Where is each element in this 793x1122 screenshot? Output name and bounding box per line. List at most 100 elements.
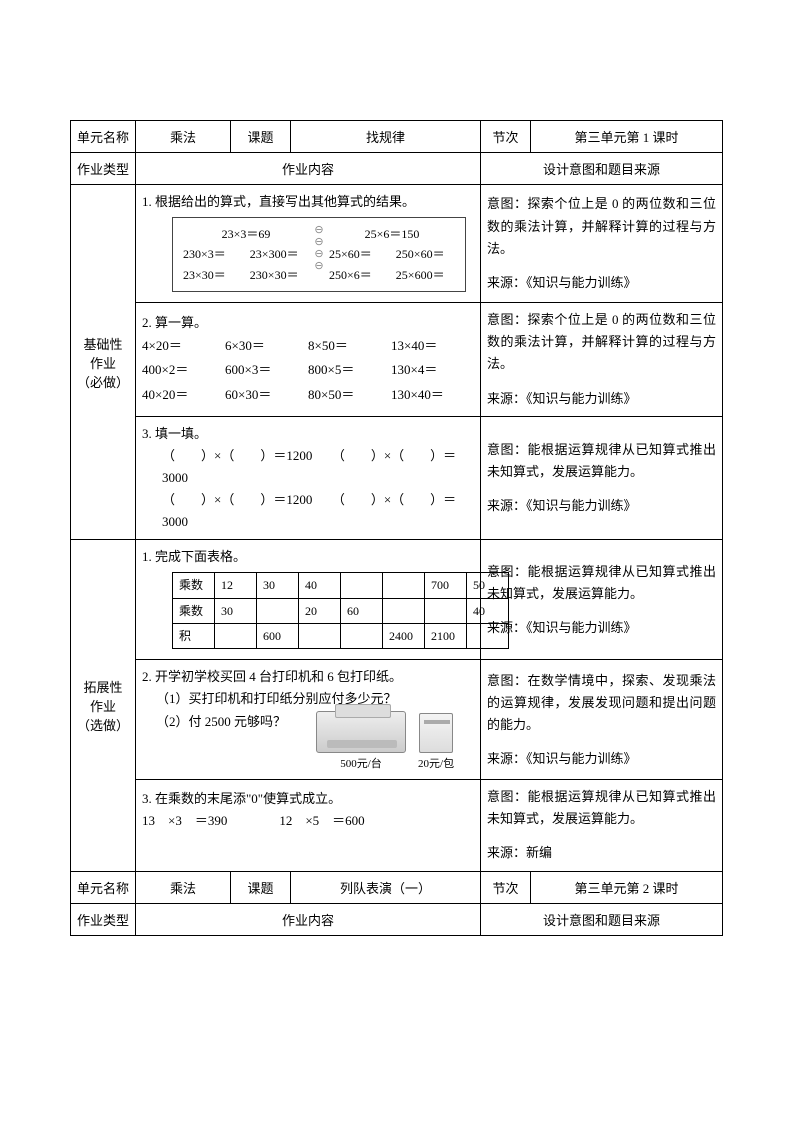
ext-q2-sub2: （2）付 2500 元够吗？	[142, 711, 286, 733]
eq: 25×60＝	[329, 247, 372, 261]
cell: 积	[173, 623, 215, 648]
cell: 12	[215, 573, 257, 598]
basic-q2-row: 2. 算一算。 4×20＝ 6×30＝ 8×50＝ 13×40＝ 400×2＝ …	[71, 303, 723, 416]
cell: 2400	[383, 623, 425, 648]
q1-box: 23×3＝69 230×3＝ 23×300＝ 23×30＝ 230×30＝ ⊖⊖…	[172, 217, 466, 292]
eq: 800×5＝	[308, 358, 391, 382]
session-label: 节次	[481, 121, 531, 153]
topic-2: 列队表演（一）	[291, 871, 481, 903]
cell: 30	[257, 573, 299, 598]
eq: 400×2＝	[142, 358, 225, 382]
cell	[299, 623, 341, 648]
eq: 25×600＝	[396, 268, 445, 282]
source-text: 来源：《知识与能力训练》	[487, 388, 716, 410]
basic-q1-content: 1. 根据给出的算式，直接写出其他算式的结果。 23×3＝69 230×3＝ 2…	[136, 185, 481, 303]
source-text: 来源：新编	[487, 842, 716, 864]
cell: 20	[299, 598, 341, 623]
hw-content-label-2: 作业内容	[136, 903, 481, 935]
eq: 23×30＝	[183, 268, 226, 282]
ext-q1-design: 意图：能根据运算规律从已知算式推出未知算式，发展运算能力。 来源：《知识与能力训…	[481, 540, 723, 660]
eq: 600×3＝	[225, 358, 308, 382]
ext-q1-row: 拓展性 作业 （选做） 1. 完成下面表格。 乘数 12 30 40 700 5…	[71, 540, 723, 660]
eq: 40×20＝	[142, 383, 225, 407]
design-text: 意图：能根据运算规律从已知算式推出未知算式，发展运算能力。	[487, 439, 716, 483]
cell	[383, 598, 425, 623]
design-text: 意图：能根据运算规律从已知算式推出未知算式，发展运算能力。	[487, 786, 716, 830]
source-text: 来源：《知识与能力训练》	[487, 495, 716, 517]
basic-q3-content: 3. 填一填。 （ ）×（ ）＝1200 （ ）×（ ）＝3000 （ ）×（ …	[136, 416, 481, 539]
cell: 600	[257, 623, 299, 648]
basic-q3-design: 意图：能根据运算规律从已知算式推出未知算式，发展运算能力。 来源：《知识与能力训…	[481, 416, 723, 539]
spine-icon: ⊖⊖⊖⊖	[309, 224, 329, 285]
paper-item: 20元/包	[418, 713, 454, 774]
eq: 13×40＝	[391, 334, 474, 358]
ext-q3-row: 3. 在乘数的末尾添"0"使算式成立。 13 ×3 ＝390 12 ×5 ＝60…	[71, 780, 723, 871]
eq: 6×30＝	[225, 334, 308, 358]
ext-q3-title: 3. 在乘数的末尾添"0"使算式成立。	[142, 788, 474, 810]
session-2: 第三单元第 2 课时	[531, 871, 723, 903]
printer-icon	[316, 711, 406, 753]
hw-content-label: 作业内容	[136, 153, 481, 185]
cell: 30	[215, 598, 257, 623]
q2-title: 2. 算一算。	[142, 312, 474, 334]
pictures: 500元/台 20元/包	[316, 711, 454, 774]
printer-caption: 500元/台	[340, 755, 382, 774]
basic-q2-design: 意图：探索个位上是 0 的两位数和三位数的乘法计算，并解释计算的过程与方法。 来…	[481, 303, 723, 416]
paper-icon	[419, 713, 453, 753]
header-row-2: 作业类型 作业内容 设计意图和题目来源	[71, 153, 723, 185]
cell: 乘数	[173, 598, 215, 623]
source-text: 来源：《知识与能力训练》	[487, 617, 716, 639]
design-text: 意图：在数学情境中，探索、发现乘法的运算规律，发展发现问题和提出问题的能力。	[487, 670, 716, 736]
ext-q2-title: 2. 开学初学校买回 4 台打印机和 6 包打印纸。	[142, 666, 474, 688]
eq: 250×6＝	[329, 268, 372, 282]
session-label-2: 节次	[481, 871, 531, 903]
eq: 130×40＝	[391, 383, 474, 407]
q1-right-top: 25×6＝150	[329, 224, 455, 244]
topic: 找规律	[291, 121, 481, 153]
q1-right: 25×6＝150 25×60＝ 250×60＝ 250×6＝ 25×600＝	[329, 224, 455, 285]
paper-caption: 20元/包	[418, 755, 454, 774]
topic-label: 课题	[231, 121, 291, 153]
basic-q3-row: 3. 填一填。 （ ）×（ ）＝1200 （ ）×（ ）＝3000 （ ）×（ …	[71, 416, 723, 539]
ext-q1-content: 1. 完成下面表格。 乘数 12 30 40 700 50 乘数 30 20	[136, 540, 481, 660]
unit-name-2: 乘法	[136, 871, 231, 903]
basic-label: 基础性 作业 （必做）	[71, 185, 136, 540]
design-text: 意图：能根据运算规律从已知算式推出未知算式，发展运算能力。	[487, 561, 716, 605]
page: 单元名称 乘法 课题 找规律 节次 第三单元第 1 课时 作业类型 作业内容 设…	[0, 0, 793, 976]
ext-q2-sub1: （1）买打印机和打印纸分别应付多少元？	[142, 688, 474, 710]
cell	[341, 573, 383, 598]
unit-name-label: 单元名称	[71, 121, 136, 153]
unit-name-label-2: 单元名称	[71, 871, 136, 903]
cell	[341, 623, 383, 648]
cell	[383, 573, 425, 598]
source-text: 来源：《知识与能力训练》	[487, 272, 716, 294]
design-text: 意图：探索个位上是 0 的两位数和三位数的乘法计算，并解释计算的过程与方法。	[487, 309, 716, 375]
source-text: 来源：《知识与能力训练》	[487, 748, 716, 770]
eq: 80×50＝	[308, 383, 391, 407]
cell: 60	[341, 598, 383, 623]
q1-title: 1. 根据给出的算式，直接写出其他算式的结果。	[142, 191, 474, 213]
ext-q1-title: 1. 完成下面表格。	[142, 546, 474, 568]
q2-r2: 400×2＝ 600×3＝ 800×5＝ 130×4＝	[142, 358, 474, 382]
ext-q1-table: 乘数 12 30 40 700 50 乘数 30 20 60	[172, 572, 509, 649]
ext-label: 拓展性 作业 （选做）	[71, 540, 136, 871]
q3-l1: （ ）×（ ）＝1200 （ ）×（ ）＝3000	[142, 445, 474, 489]
cell: 40	[299, 573, 341, 598]
eq: 60×30＝	[225, 383, 308, 407]
cell	[257, 598, 299, 623]
header2-row-2: 作业类型 作业内容 设计意图和题目来源	[71, 903, 723, 935]
basic-q2-content: 2. 算一算。 4×20＝ 6×30＝ 8×50＝ 13×40＝ 400×2＝ …	[136, 303, 481, 416]
ext-q3-content: 3. 在乘数的末尾添"0"使算式成立。 13 ×3 ＝390 12 ×5 ＝60…	[136, 780, 481, 871]
q2-r1: 4×20＝ 6×30＝ 8×50＝ 13×40＝	[142, 334, 474, 358]
q3-title: 3. 填一填。	[142, 423, 474, 445]
q1-left: 23×3＝69 230×3＝ 23×300＝ 23×30＝ 230×30＝	[183, 224, 309, 285]
design-label: 设计意图和题目来源	[481, 153, 723, 185]
cell	[215, 623, 257, 648]
q3-l2: （ ）×（ ）＝1200 （ ）×（ ）＝3000	[142, 489, 474, 533]
header-row-1: 单元名称 乘法 课题 找规律 节次 第三单元第 1 课时	[71, 121, 723, 153]
header2-row-1: 单元名称 乘法 课题 列队表演（一） 节次 第三单元第 2 课时	[71, 871, 723, 903]
ext-q3-design: 意图：能根据运算规律从已知算式推出未知算式，发展运算能力。 来源：新编	[481, 780, 723, 871]
printer-item: 500元/台	[316, 711, 406, 774]
basic-q1-row: 基础性 作业 （必做） 1. 根据给出的算式，直接写出其他算式的结果。 23×3…	[71, 185, 723, 303]
eq: 250×60＝	[396, 247, 445, 261]
